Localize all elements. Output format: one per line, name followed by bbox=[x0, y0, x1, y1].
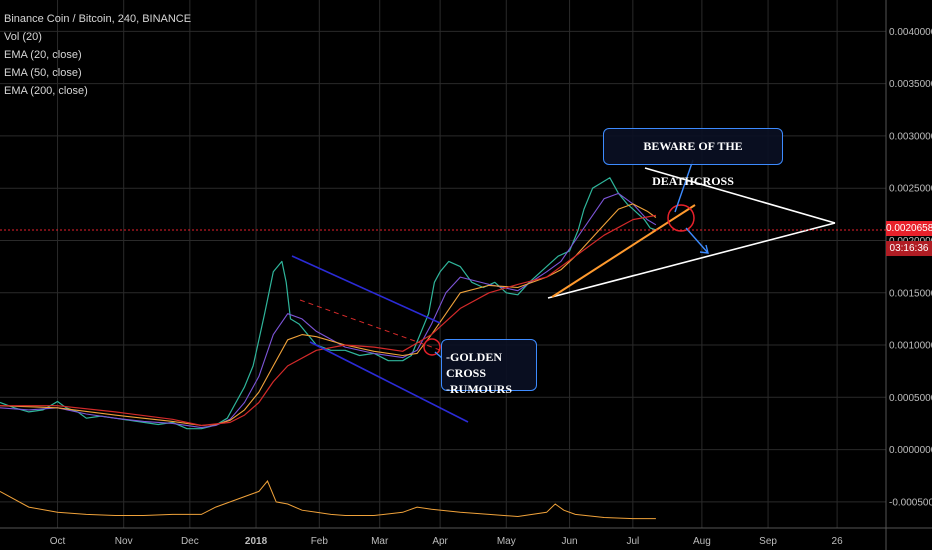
triangle-lower-line[interactable] bbox=[547, 222, 836, 299]
golden-cross-marker[interactable] bbox=[423, 338, 441, 356]
series-line-3[interactable] bbox=[0, 214, 657, 427]
golden-cross-callout-arrow[interactable] bbox=[434, 351, 443, 359]
x-tick-label: Jul bbox=[626, 536, 639, 547]
deathcross-marker[interactable] bbox=[667, 204, 695, 232]
projection-arrow-head bbox=[699, 244, 709, 254]
indicator-ema-20[interactable]: EMA (20, close) bbox=[4, 49, 82, 61]
series-line-1[interactable] bbox=[0, 192, 657, 429]
y-tick-label: 0.0010000 bbox=[889, 341, 932, 352]
triangle-upper-line[interactable] bbox=[644, 167, 836, 224]
x-tick-label: 2018 bbox=[245, 536, 268, 547]
volume-oscillator bbox=[0, 480, 656, 520]
indicator-ema-50[interactable]: EMA (50, close) bbox=[4, 67, 82, 79]
golden-cross-callout[interactable]: -GOLDEN CROSS -RUMOURS bbox=[441, 339, 537, 396]
x-tick-label: Dec bbox=[181, 536, 199, 547]
deathcross-callout-arrow[interactable] bbox=[674, 159, 694, 213]
indicator-vol[interactable]: Vol (20) bbox=[4, 31, 42, 43]
x-tick-label: Oct bbox=[50, 536, 66, 547]
y-tick-label: 0.0035000 bbox=[889, 79, 932, 90]
rumours-text: -RUMOURS bbox=[446, 382, 512, 396]
arrows bbox=[434, 159, 709, 359]
y-tick-label: 0.0030000 bbox=[889, 131, 932, 142]
deathcross-callout[interactable]: BEWARE OF THE DEATHCROSS bbox=[603, 128, 783, 188]
chart-legend[interactable]: Binance Coin / Bitcoin, 240, BINANCE Vol… bbox=[4, 10, 191, 100]
channel-lower-line[interactable] bbox=[309, 341, 469, 423]
price-axis[interactable]: 0.0040000 0.0035000 0.0030000 0.0025000 0.00… bbox=[889, 27, 932, 508]
series-group bbox=[0, 177, 657, 430]
golden-cross-text: -GOLDEN CROSS bbox=[446, 350, 503, 380]
x-tick-label: Nov bbox=[115, 536, 133, 547]
x-tick-label: 26 bbox=[832, 536, 844, 547]
x-tick-label: Mar bbox=[371, 536, 389, 547]
projection-arrow[interactable] bbox=[685, 227, 709, 254]
x-tick-label: Apr bbox=[432, 536, 448, 547]
x-tick-label: Sep bbox=[759, 536, 777, 547]
volume-line[interactable] bbox=[0, 480, 656, 520]
channel-mid-line[interactable] bbox=[299, 299, 441, 351]
time-axis[interactable]: Oct Nov Dec 2018 Feb Mar Apr May Jun Jul Aug Sep 26 bbox=[50, 536, 843, 547]
channel-upper-line[interactable] bbox=[291, 255, 441, 324]
symbol-title[interactable]: Binance Coin / Bitcoin, 240, BINANCE bbox=[4, 13, 192, 25]
x-tick-label: Jun bbox=[562, 536, 578, 547]
x-tick-label: Aug bbox=[693, 536, 711, 547]
bar-countdown-label: 03:16:36 bbox=[886, 241, 932, 256]
deathcross-text: BEWARE OF THE DEATHCROSS bbox=[643, 139, 743, 188]
descending-channel[interactable] bbox=[291, 255, 469, 423]
indicator-ema-200[interactable]: EMA (200, close) bbox=[4, 85, 88, 97]
x-tick-label: Feb bbox=[311, 536, 329, 547]
current-price-label: 0.0020658 bbox=[886, 221, 932, 236]
support-trendline[interactable] bbox=[551, 204, 696, 298]
y-tick-label: 0.0025000 bbox=[889, 184, 932, 195]
triangle-pattern[interactable] bbox=[547, 167, 836, 299]
y-tick-label: 0.0040000 bbox=[889, 27, 932, 38]
series-line-2[interactable] bbox=[0, 203, 657, 427]
y-tick-label: 0.0005000 bbox=[889, 393, 932, 404]
y-tick-label: 0.0015000 bbox=[889, 288, 932, 299]
series-line-0[interactable] bbox=[0, 177, 657, 430]
y-tick-label: 0.0000000 bbox=[889, 445, 932, 456]
x-tick-label: May bbox=[497, 536, 516, 547]
y-tick-label: -0.0005000 bbox=[889, 497, 932, 508]
